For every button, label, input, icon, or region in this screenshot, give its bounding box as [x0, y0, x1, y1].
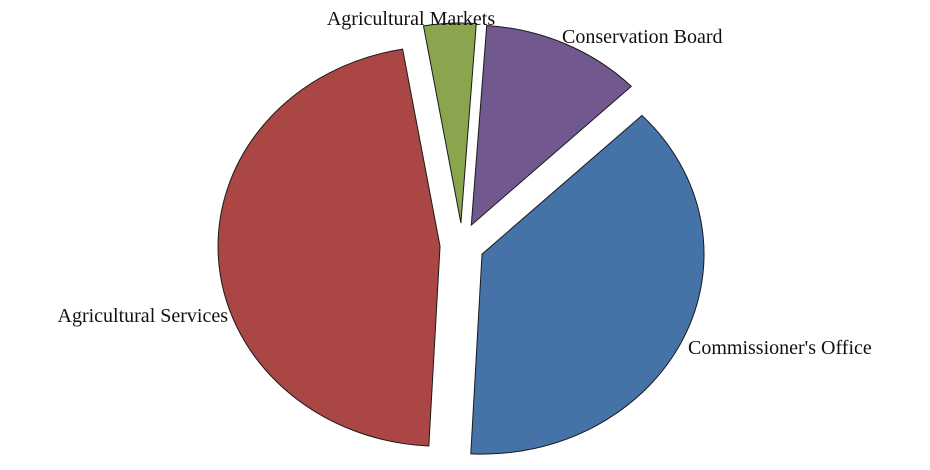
- pie-slice-commissioner-s-office: [470, 114, 705, 455]
- slice-label-agricultural-markets: Agricultural Markets: [327, 8, 495, 30]
- slice-label-agricultural-services: Agricultural Services: [58, 305, 229, 327]
- pie-labels: Commissioner's Office Agricultural Servi…: [58, 8, 872, 359]
- slice-label-commissioners-office: Commissioner's Office: [688, 337, 872, 359]
- slice-label-conservation-board: Conservation Board: [562, 26, 723, 48]
- pie-slice-agricultural-markets: [422, 22, 477, 224]
- pie-slices: [217, 22, 705, 455]
- pie-slice-conservation-board: [470, 25, 633, 227]
- pie-slice-agricultural-services: [217, 48, 441, 447]
